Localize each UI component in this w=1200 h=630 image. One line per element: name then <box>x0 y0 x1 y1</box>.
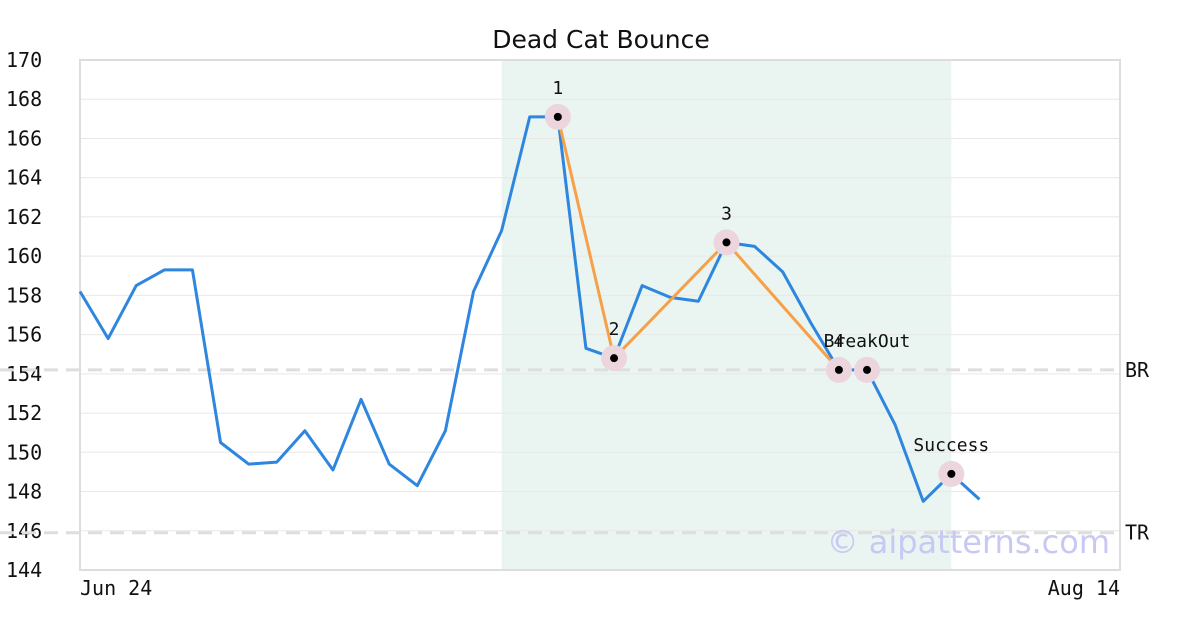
pattern-point-label: 1 <box>552 78 563 99</box>
y-tick-label: 144 <box>6 558 42 582</box>
plot-frame <box>79 59 1121 571</box>
y-tick-label: 168 <box>6 87 42 111</box>
pattern-connector-line <box>556 116 841 371</box>
chart-title: Dead Cat Bounce <box>492 25 710 54</box>
y-tick-label: 164 <box>6 166 42 190</box>
pattern-point-label: Success <box>913 435 989 456</box>
x-tick-label: Jun 24 <box>80 576 152 600</box>
pattern-marker-point <box>834 365 843 374</box>
pattern-marker-point <box>947 469 956 478</box>
pattern-marker-point <box>722 238 731 247</box>
pattern-point-label: 4 <box>833 331 844 352</box>
pattern-point-label: 3 <box>721 203 732 224</box>
price-series-line <box>78 115 981 503</box>
level-label-br: BR <box>1125 358 1150 382</box>
y-tick-label: 150 <box>6 440 42 464</box>
pattern-highlight-band <box>501 60 952 570</box>
y-tick-label: 152 <box>6 401 42 425</box>
y-tick-label: 148 <box>6 480 42 504</box>
y-tick-label: 170 <box>6 48 42 72</box>
watermark: © aipatterns.com <box>827 523 1110 561</box>
pattern-marker-point <box>553 112 562 121</box>
pattern-point-label: 2 <box>609 319 620 340</box>
y-tick-label: 162 <box>6 205 42 229</box>
y-tick-label: 146 <box>6 519 42 543</box>
pattern-marker-point <box>610 354 619 363</box>
y-tick-label: 154 <box>6 362 42 386</box>
y-tick-label: 160 <box>6 244 42 268</box>
pattern-marker-point <box>863 365 872 374</box>
x-tick-label: Aug 14 <box>1048 576 1120 600</box>
y-tick-label: 166 <box>6 126 42 150</box>
pattern-point-label: BreakOut <box>824 331 911 352</box>
y-tick-label: 158 <box>6 283 42 307</box>
level-label-tr: TR <box>1125 521 1150 545</box>
y-tick-label: 156 <box>6 323 42 347</box>
